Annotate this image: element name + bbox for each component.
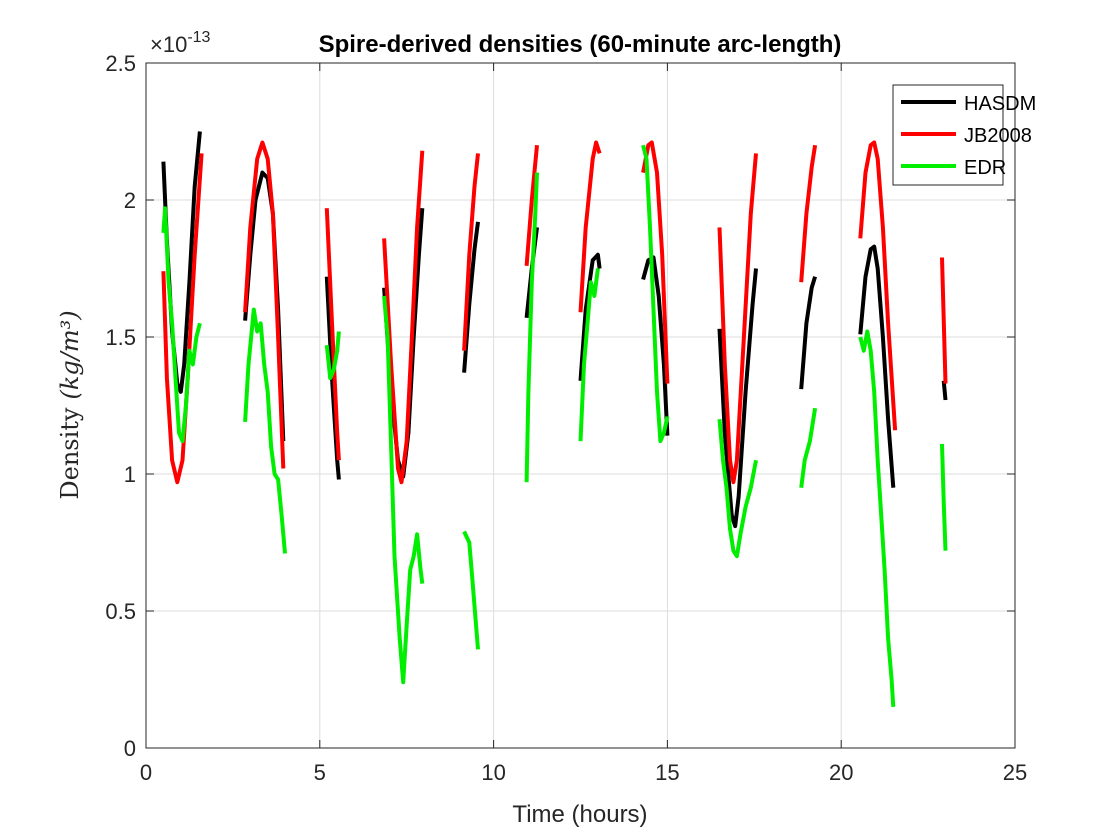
y-tick-label: 1.5	[105, 325, 136, 350]
series-line-edr	[161, 206, 202, 444]
series-line-jb2008	[858, 140, 898, 431]
series-line-jb2008	[578, 140, 602, 313]
x-axis-label: Time (hours)	[512, 801, 647, 828]
series-line-hasdm	[578, 252, 602, 381]
series-line-jb2008	[161, 153, 204, 485]
series-line-jb2008	[324, 208, 341, 461]
series-line-jb2008	[243, 140, 286, 469]
legend-label-hasdm: HASDM	[964, 93, 1036, 115]
y-tick-label: 2	[124, 188, 136, 213]
y-tick-label: 1	[124, 462, 136, 487]
x-tick-label: 0	[140, 760, 152, 785]
legend-label-edr: EDR	[964, 157, 1006, 179]
series-layer	[161, 131, 948, 708]
series-line-edr	[717, 419, 758, 559]
series-line-hasdm	[641, 255, 670, 436]
series-line-edr	[243, 307, 287, 554]
y-tick-label: 2.5	[105, 51, 136, 76]
y-tick-label: 0.5	[105, 599, 136, 624]
series-line-jb2008	[799, 144, 818, 283]
axis-ticks: 0 5 10 15 20 25 0 0.5 1 1.5 2 2.5	[105, 51, 1027, 785]
x-tick-label: 15	[655, 760, 679, 785]
series-line-edr	[799, 407, 818, 488]
series-line-hasdm	[799, 276, 818, 390]
chart-title: Spire-derived densities (60-minute arc-l…	[319, 31, 842, 58]
y-tick-label: 0	[124, 736, 136, 761]
series-line-edr	[940, 443, 948, 551]
series-line-hasdm	[717, 268, 758, 529]
series-line-jb2008	[382, 150, 425, 485]
x-tick-label: 10	[481, 760, 505, 785]
series-line-edr	[382, 295, 425, 685]
series-line-hasdm	[858, 244, 896, 488]
x-tick-label: 5	[314, 760, 326, 785]
series-line-edr	[858, 329, 896, 708]
series-line-jb2008	[641, 140, 670, 384]
series-line-jb2008	[940, 257, 948, 384]
series-edr	[161, 144, 948, 708]
legend: HASDM JB2008 EDR	[892, 84, 1036, 186]
series-line-edr	[462, 530, 480, 650]
series-line-edr	[324, 331, 341, 381]
series-jb2008	[161, 140, 948, 485]
series-line-jb2008	[462, 153, 480, 351]
legend-label-jb2008: JB2008	[964, 125, 1032, 147]
series-line-hasdm	[941, 380, 948, 401]
series-line-edr	[578, 268, 600, 442]
series-line-jb2008	[524, 145, 539, 266]
plot-border	[145, 62, 1016, 749]
x-tick-label: 20	[829, 760, 853, 785]
series-line-edr	[524, 172, 539, 483]
series-line-jb2008	[717, 153, 758, 485]
series-line-edr	[641, 144, 670, 444]
y-multiplier: ×10-13	[150, 29, 211, 57]
x-tick-label: 25	[1003, 760, 1027, 785]
y-axis-label: Density(kg/m³)	[56, 310, 84, 499]
